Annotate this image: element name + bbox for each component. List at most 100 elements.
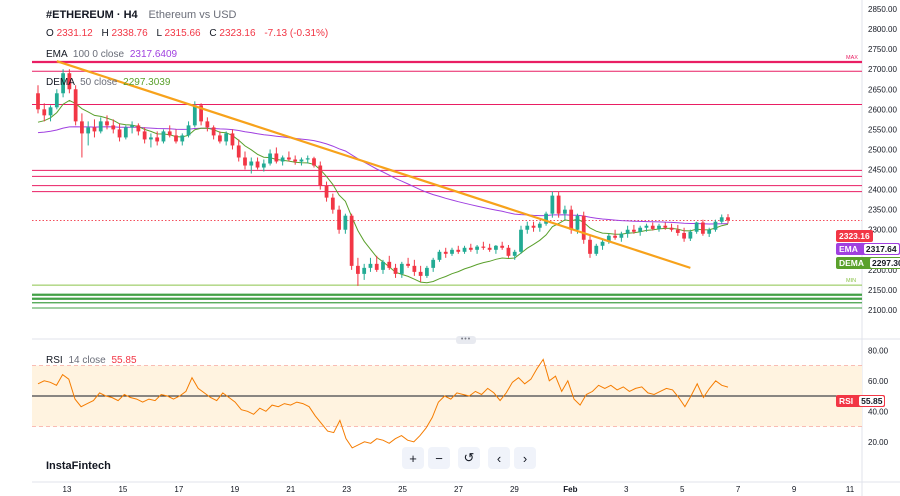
- candle-body: [330, 197, 335, 210]
- candle-body: [98, 121, 103, 132]
- candle-body: [563, 209, 567, 214]
- price-tick-label: 2400.00: [868, 186, 897, 195]
- candle-body: [224, 133, 229, 142]
- price-tick-label: 2500.00: [868, 145, 897, 154]
- candle-body: [594, 245, 599, 254]
- candle-body: [682, 232, 686, 239]
- dema-name: DEMA: [46, 77, 75, 88]
- candle-body: [443, 251, 448, 254]
- candle-body: [669, 227, 674, 230]
- candle-body: [606, 235, 611, 242]
- price-tick-label: 2600.00: [868, 105, 897, 114]
- candle-body: [462, 247, 467, 252]
- symbol-description: Ethereum vs USD: [148, 9, 237, 21]
- rsi-tick-label: 40.00: [868, 407, 889, 416]
- low-value: 2315.66: [164, 28, 201, 39]
- ema-badge: EMA 2317.64: [836, 243, 900, 255]
- time-tick-label: 15: [118, 485, 127, 494]
- candle-body: [525, 225, 530, 230]
- candle-body: [305, 158, 310, 160]
- dema-legend[interactable]: DEMA 50 close 2297.3039: [46, 77, 170, 88]
- ema-name: EMA: [46, 49, 68, 60]
- open-label: O: [46, 28, 54, 39]
- candle-body: [450, 249, 454, 254]
- open-value: 2331.12: [56, 28, 93, 39]
- candle-body: [456, 249, 461, 252]
- candle-body: [644, 225, 649, 228]
- candle-body: [343, 215, 348, 230]
- close-value: 2323.16: [219, 28, 256, 39]
- candle-body: [657, 225, 661, 229]
- min-label: MIN: [846, 278, 856, 284]
- pane-resize-handle[interactable]: •••: [456, 336, 476, 344]
- candle-body: [581, 215, 586, 240]
- candle-body: [199, 105, 203, 122]
- zoom-in-button[interactable]: +: [402, 447, 424, 469]
- dema-value: 2297.3039: [123, 77, 171, 88]
- high-label: H: [101, 28, 109, 39]
- scroll-left-button[interactable]: ‹: [488, 447, 510, 469]
- candle-body: [481, 246, 486, 248]
- candle-body: [544, 213, 548, 224]
- rsi-legend[interactable]: RSI 14 close 55.85: [46, 355, 137, 366]
- candle-body: [211, 127, 216, 136]
- candle-body: [356, 265, 360, 274]
- candle-body: [230, 133, 235, 146]
- horizontal-levels: MAX MIN: [32, 55, 862, 309]
- candle-body: [180, 135, 185, 142]
- candle-body: [399, 263, 404, 274]
- candle-body: [374, 263, 379, 270]
- price-tick-label: 2300.00: [868, 226, 897, 235]
- high-value: 2338.76: [111, 28, 148, 39]
- rsi-badge-value: 55.85: [859, 396, 885, 406]
- reset-button[interactable]: ↺: [458, 447, 480, 469]
- candle-body: [406, 263, 410, 266]
- time-tick-label: 29: [510, 485, 519, 494]
- candle-body: [550, 195, 555, 214]
- candle-body: [393, 267, 398, 274]
- candle-body: [663, 225, 668, 228]
- candle-body: [174, 135, 178, 142]
- symbol-title[interactable]: #ETHEREUM · H4: [46, 9, 138, 21]
- scroll-right-button[interactable]: ›: [514, 447, 536, 469]
- candle-body: [92, 127, 97, 132]
- rsi-badge: RSI 55.85: [836, 395, 886, 407]
- candle-body: [569, 209, 574, 230]
- candle-body: [575, 215, 580, 230]
- zoom-out-button[interactable]: −: [428, 447, 450, 469]
- time-tick-label: 11: [846, 485, 855, 494]
- rsi-pane: 80.00 60.00 40.00 20.00: [32, 346, 889, 449]
- price-tick-label: 2750.00: [868, 45, 897, 54]
- candle-body: [274, 153, 279, 162]
- time-tick-label: 13: [63, 485, 72, 494]
- candle-body: [155, 137, 160, 142]
- rsi-value: 55.85: [111, 355, 137, 366]
- candle-body: [487, 247, 492, 250]
- ema-legend[interactable]: EMA 100 0 close 2317.6409: [46, 49, 177, 60]
- rsi-line: [37, 358, 729, 449]
- candle-body: [61, 73, 65, 94]
- candle-body: [167, 131, 172, 136]
- candle-body: [349, 215, 354, 266]
- candle-body: [418, 271, 423, 276]
- candle-body: [123, 127, 128, 138]
- price-tick-label: 2200.00: [868, 266, 897, 275]
- candle-body: [42, 109, 47, 116]
- candle-body: [80, 121, 84, 134]
- ema-line: [37, 126, 729, 225]
- candle-body: [694, 222, 699, 232]
- candle-body: [531, 225, 536, 228]
- candle-body: [249, 161, 254, 166]
- candle-body: [500, 245, 505, 248]
- candle-body: [243, 157, 247, 166]
- price-tick-label: 2150.00: [868, 286, 897, 295]
- candle-body: [600, 241, 605, 246]
- candle-body: [613, 235, 617, 238]
- candle-body: [719, 217, 724, 222]
- rsi-tick-label: 80.00: [868, 346, 889, 355]
- candle-body: [54, 93, 59, 108]
- candle-body: [726, 217, 730, 221]
- zoom-controls: + − ↺ ‹ ›: [402, 447, 536, 471]
- candle-body: [475, 246, 479, 250]
